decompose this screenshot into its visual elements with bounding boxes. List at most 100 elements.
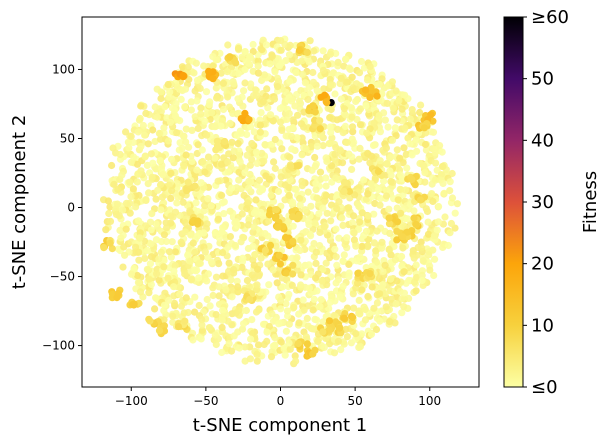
scatter-point <box>137 167 145 175</box>
colorbar-tick-label: 50 <box>531 69 554 90</box>
scatter-point <box>352 242 360 250</box>
scatter-point <box>326 298 334 306</box>
highlighted-point <box>246 295 254 304</box>
scatter-point <box>241 66 249 74</box>
scatter-point <box>370 304 378 312</box>
scatter-point <box>358 286 366 294</box>
scatter-point <box>277 297 285 305</box>
scatter-point <box>126 209 134 217</box>
scatter-point <box>278 126 286 134</box>
scatter-point <box>402 150 410 158</box>
scatter-point <box>139 121 147 130</box>
colorbar-label: Fitness <box>580 171 601 233</box>
scatter-point <box>277 37 285 45</box>
highlighted-point <box>303 48 311 57</box>
scatter-point <box>162 237 170 246</box>
scatter-point <box>345 204 353 212</box>
scatter-point <box>187 98 195 106</box>
scatter-point <box>299 70 307 78</box>
scatter-point <box>226 119 234 127</box>
scatter-point <box>285 51 294 59</box>
scatter-point <box>377 194 385 202</box>
highlighted-point <box>410 214 418 222</box>
scatter-point <box>143 265 151 273</box>
scatter-point <box>343 138 351 147</box>
scatter-point <box>330 349 339 357</box>
scatter-point <box>446 178 454 186</box>
scatter-point <box>169 312 177 320</box>
scatter-point <box>281 181 289 189</box>
scatter-point <box>451 209 459 217</box>
scatter-point <box>432 159 440 167</box>
highlighted-point <box>374 167 382 175</box>
scatter-point <box>130 264 138 273</box>
scatter-point <box>290 303 298 311</box>
scatter-point <box>401 124 409 132</box>
scatter-point <box>387 251 395 259</box>
scatter-point <box>304 322 312 330</box>
scatter-point <box>420 162 428 170</box>
scatter-point <box>264 260 272 268</box>
scatter-point <box>176 290 184 298</box>
scatter-point <box>383 187 391 195</box>
scatter-point <box>200 62 208 70</box>
highlighted-point <box>294 339 302 348</box>
scatter-point <box>270 158 278 166</box>
scatter-point <box>348 113 356 121</box>
scatter-point <box>393 116 401 124</box>
scatter-point <box>248 139 256 148</box>
scatter-point <box>278 145 286 153</box>
scatter-point <box>132 203 140 211</box>
scatter-point <box>189 239 197 247</box>
scatter-point <box>195 274 203 282</box>
scatter-point <box>153 270 161 278</box>
scatter-point <box>116 150 124 159</box>
scatter-point <box>119 263 127 271</box>
scatter-point <box>271 68 279 76</box>
scatter-point <box>400 289 408 297</box>
scatter-point <box>319 318 327 326</box>
scatter-point <box>243 276 251 285</box>
scatter-point <box>316 242 324 250</box>
highlighted-point <box>184 178 192 186</box>
scatter-point <box>381 116 389 124</box>
scatter-point <box>235 344 243 352</box>
scatter-point <box>298 177 306 185</box>
scatter-point <box>288 145 296 153</box>
scatter-point <box>368 283 376 291</box>
scatter-point <box>229 109 237 117</box>
scatter-point <box>304 188 312 196</box>
scatter-point <box>355 307 363 315</box>
scatter-point <box>327 217 335 225</box>
scatter-point <box>235 168 243 176</box>
scatter-point <box>316 228 324 236</box>
scatter-point <box>208 109 216 117</box>
scatter-point <box>211 123 219 131</box>
scatter-point <box>213 94 221 102</box>
scatter-point <box>295 319 303 327</box>
scatter-point <box>374 186 382 194</box>
scatter-point <box>246 53 254 61</box>
scatter-point <box>207 202 215 210</box>
scatter-point <box>233 277 241 285</box>
scatter-point <box>434 218 442 226</box>
scatter-point <box>326 50 334 58</box>
scatter-point <box>201 168 209 176</box>
points-layer <box>100 35 461 368</box>
scatter-point <box>188 126 196 134</box>
scatter-point <box>145 275 153 283</box>
scatter-point <box>313 287 321 295</box>
scatter-point <box>422 205 430 213</box>
scatter-point <box>421 178 429 186</box>
scatter-point <box>277 46 285 54</box>
highlighted-point <box>311 346 319 354</box>
scatter-point <box>255 176 264 184</box>
scatter-point <box>298 151 306 159</box>
scatter-point <box>358 209 366 217</box>
scatter-point <box>327 128 335 137</box>
scatter-point <box>219 249 227 257</box>
scatter-point <box>201 117 209 125</box>
scatter-point <box>310 47 318 55</box>
scatter-point <box>342 78 350 86</box>
scatter-point <box>346 65 354 73</box>
